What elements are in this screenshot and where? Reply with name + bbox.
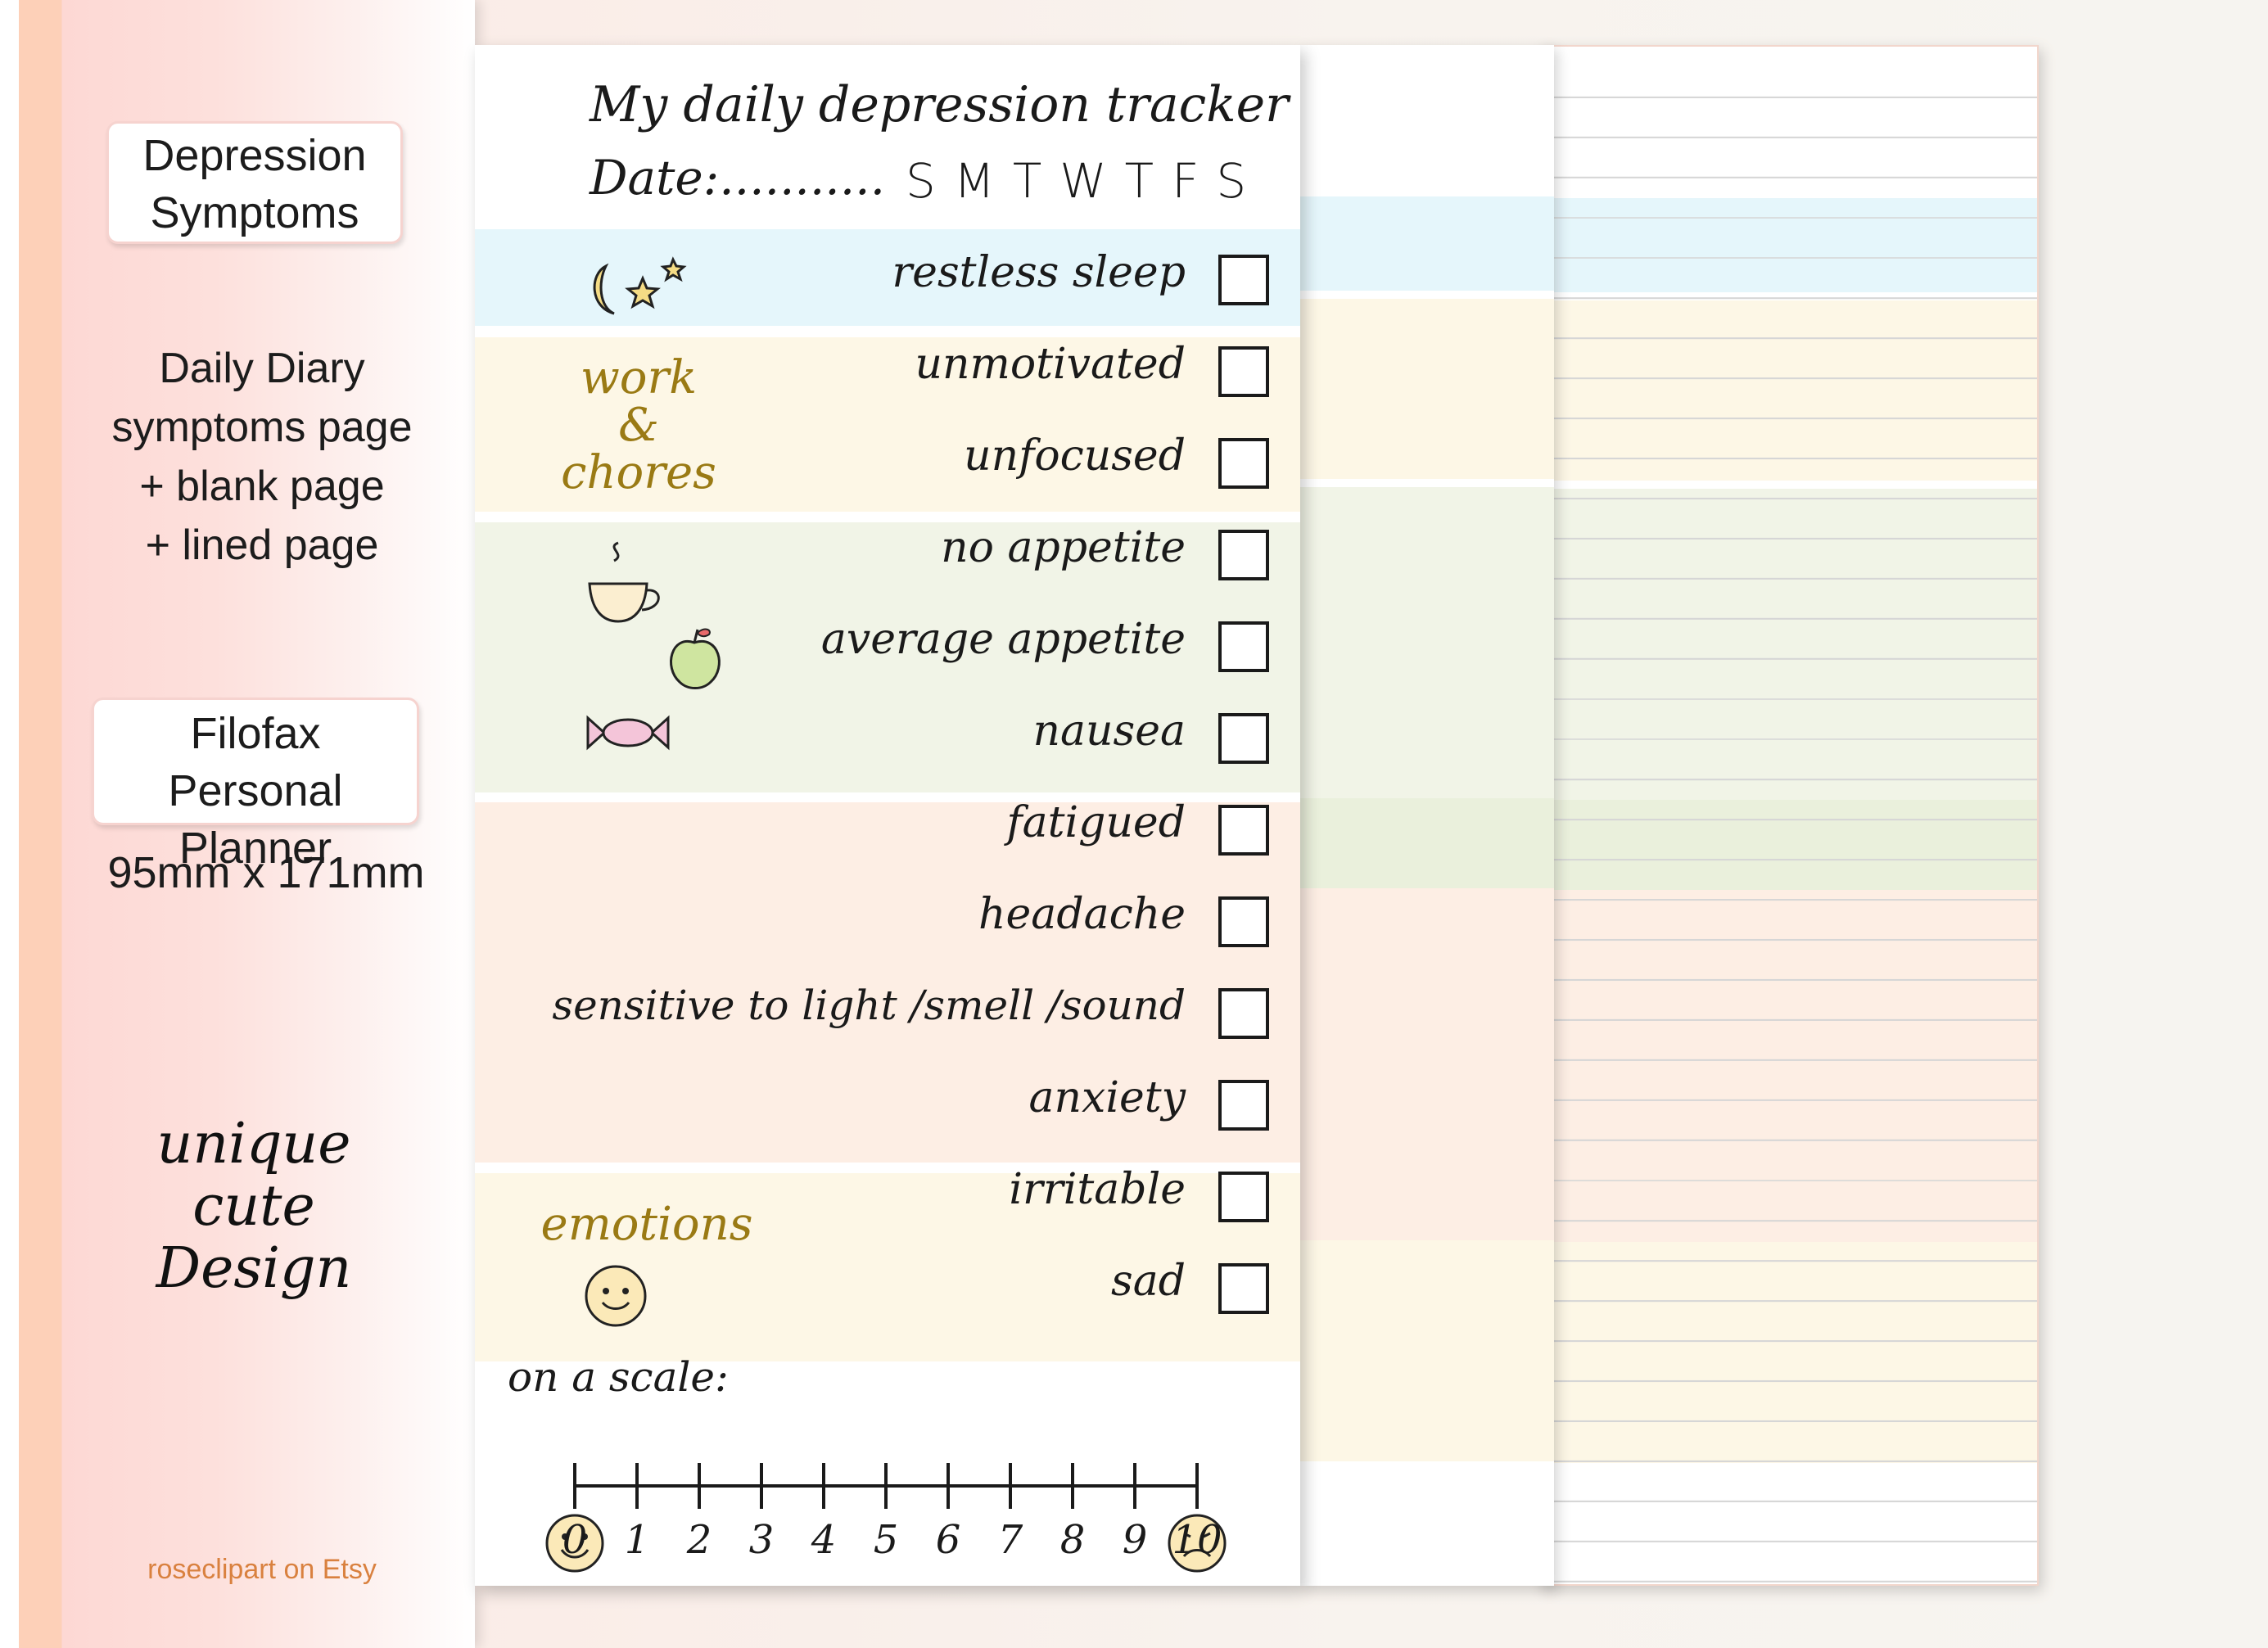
checkbox-irritable[interactable] (1218, 1172, 1269, 1222)
sidebar: Depression Symptoms Daily Diary symptoms… (0, 0, 475, 1648)
checkbox-unfocused[interactable] (1218, 438, 1269, 489)
item-restless-sleep: restless sleep (892, 248, 1186, 297)
lined-page (1539, 45, 2039, 1586)
checkbox-unmotivated[interactable] (1218, 346, 1269, 397)
tracker-page: My daily depression tracker Date:.......… (475, 45, 1300, 1586)
scale-number: 6 (936, 1517, 961, 1563)
scale-number: 4 (811, 1517, 837, 1563)
item-average-appetite: average appetite (820, 615, 1186, 664)
tagline-line: cute (192, 1174, 315, 1239)
checkbox-fatigued[interactable] (1218, 805, 1269, 856)
shop-credit: roseclipart on Etsy (147, 1554, 377, 1585)
badge-line: Depression (142, 131, 367, 180)
description-line: Daily Diary (159, 345, 365, 392)
ruled-lines (1541, 47, 2037, 1584)
section-body (475, 802, 1300, 1163)
teacup-icon (588, 541, 660, 623)
section-label-work: work & chores (557, 354, 721, 497)
scale-number: 1 (625, 1517, 650, 1563)
scale-ruler[interactable]: 0 1 2 3 4 5 6 7 8 9 10 (475, 1404, 1300, 1586)
scale-number: 3 (749, 1517, 775, 1563)
section-label-line: work (580, 351, 698, 404)
section-label-emotions: emotions (540, 1198, 753, 1251)
checkbox-sensitive[interactable] (1218, 988, 1269, 1039)
star-icon (660, 256, 687, 282)
description-line: symptoms page (111, 404, 413, 451)
weekday-selector[interactable]: SMTWTFS (906, 153, 1265, 209)
candy-icon (586, 715, 670, 751)
star-icon (625, 275, 661, 309)
item-unfocused: unfocused (964, 431, 1186, 481)
badge-line: Personal Planner (168, 766, 343, 873)
badge-line: Symptoms (150, 188, 359, 237)
checkbox-headache[interactable] (1218, 896, 1269, 947)
checkbox-average-appetite[interactable] (1218, 621, 1269, 672)
date-field[interactable]: Date:........... (590, 150, 886, 205)
band-green (1300, 487, 1554, 798)
item-sensitive: sensitive to light /smell /sound (552, 982, 1186, 1029)
section-food (475, 522, 1300, 792)
item-nausea: nausea (1032, 707, 1186, 756)
badge-depression-symptoms: Depression Symptoms (106, 121, 403, 244)
scale-number: 2 (686, 1517, 712, 1563)
size-text: 95mm x 171mm (107, 848, 425, 897)
checkbox-no-appetite[interactable] (1218, 530, 1269, 580)
item-fatigued: fatigued (1006, 798, 1186, 847)
description-line: + blank page (139, 463, 385, 510)
scale-number: 0 (562, 1517, 588, 1563)
blank-page (1300, 45, 1554, 1586)
apple-icon (670, 628, 721, 689)
scale-number: 9 (1123, 1517, 1148, 1563)
smiley-icon (585, 1265, 647, 1327)
section-work (475, 337, 1300, 512)
description: Daily Diary symptoms page + blank page +… (82, 339, 442, 575)
tagline-line: unique (156, 1112, 351, 1176)
item-irritable: irritable (1009, 1165, 1186, 1214)
scale-number: 5 (874, 1517, 899, 1563)
section-label-line: chores (561, 446, 716, 499)
badge-filofax: Filofax Personal Planner (92, 698, 419, 873)
sad-face-icon (1168, 1514, 1227, 1573)
page-title: My daily depression tracker (590, 76, 1289, 133)
checkbox-sad[interactable] (1218, 1263, 1269, 1314)
badge-line: Filofax (190, 709, 321, 758)
checkbox-nausea[interactable] (1218, 713, 1269, 764)
item-anxiety: anxiety (1028, 1073, 1186, 1122)
checkbox-anxiety[interactable] (1218, 1080, 1269, 1131)
happy-face-icon (545, 1514, 604, 1573)
description-line: + lined page (145, 521, 379, 569)
scale-label: on a scale: (508, 1353, 729, 1401)
band-yellow (1300, 299, 1554, 479)
band-peach (1300, 888, 1554, 1240)
band-blue (1300, 196, 1554, 291)
band-yellow-2 (1300, 1240, 1554, 1461)
section-label-line: & (618, 399, 659, 452)
tagline-line: Design (156, 1236, 352, 1301)
item-sad: sad (1111, 1257, 1186, 1306)
moon-icon (593, 256, 687, 315)
item-headache: headache (978, 890, 1186, 939)
checkbox-restless-sleep[interactable] (1218, 255, 1269, 305)
item-unmotivated: unmotivated (915, 340, 1186, 389)
band-green-dark (1300, 798, 1554, 888)
scale-number: 8 (1060, 1517, 1086, 1563)
section-sleep (475, 229, 1300, 326)
scale-number: 10 (1172, 1517, 1222, 1563)
scale-number: 7 (998, 1517, 1023, 1563)
item-no-appetite: no appetite (941, 523, 1186, 572)
tagline: unique cute Design (123, 1113, 385, 1300)
